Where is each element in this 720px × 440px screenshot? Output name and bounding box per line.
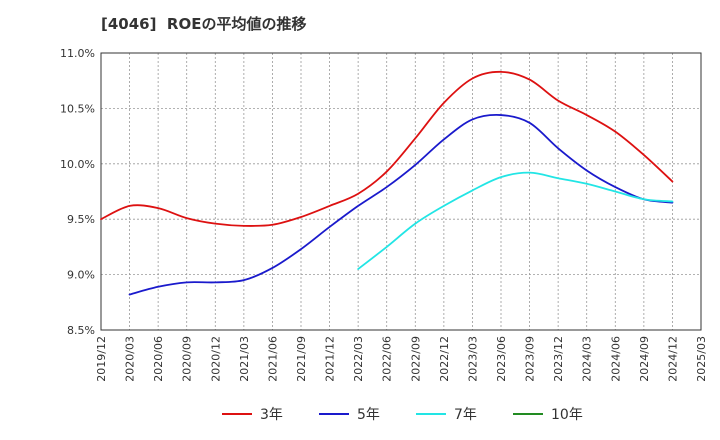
x-tick-label: 2022/03 bbox=[352, 336, 365, 382]
legend: 3年 5年 7年 10年 bbox=[222, 407, 583, 423]
y-axis-tick-labels: 8.5% 9.0% 9.5% 10.0% 10.5% 11.0% bbox=[60, 47, 95, 337]
x-tick-label: 2023/12 bbox=[552, 336, 565, 382]
x-tick-label: 2022/06 bbox=[381, 336, 394, 382]
x-tick-label: 2024/06 bbox=[609, 336, 622, 382]
x-tick-label: 2020/12 bbox=[209, 336, 222, 382]
legend-label-3: 10年 bbox=[551, 407, 583, 423]
y-tick-label: 10.5% bbox=[60, 102, 95, 115]
y-tick-label: 11.0% bbox=[60, 47, 95, 60]
legend-label-1: 5年 bbox=[357, 407, 380, 423]
series-line-0 bbox=[100, 70, 674, 227]
y-tick-label: 8.5% bbox=[67, 324, 95, 337]
x-tick-label: 2020/06 bbox=[152, 336, 165, 382]
x-tick-label: 2023/09 bbox=[524, 336, 537, 382]
x-tick-label: 2021/03 bbox=[238, 336, 251, 382]
x-tick-label: 2022/09 bbox=[409, 336, 422, 382]
series-line-2 bbox=[357, 171, 674, 270]
legend-label-2: 7年 bbox=[454, 407, 477, 423]
x-tick-label: 2025/03 bbox=[695, 336, 708, 382]
x-tick-label: 2024/09 bbox=[638, 336, 651, 382]
x-tick-label: 2020/09 bbox=[181, 336, 194, 382]
series-layer bbox=[100, 70, 674, 296]
legend-label-0: 3年 bbox=[260, 407, 283, 423]
x-tick-label: 2023/06 bbox=[495, 336, 508, 382]
x-tick-label: 2019/12 bbox=[95, 336, 108, 382]
x-tick-label: 2021/12 bbox=[324, 336, 337, 382]
x-tick-label: 2023/03 bbox=[466, 336, 479, 382]
plot-area-frame bbox=[100, 52, 702, 331]
y-tick-label: 9.5% bbox=[67, 213, 95, 226]
x-tick-label: 2024/12 bbox=[666, 336, 679, 382]
chart-title: [4046] ROEの平均値の推移 bbox=[101, 15, 307, 33]
y-tick-label: 9.0% bbox=[67, 269, 95, 282]
grid-layer bbox=[101, 53, 701, 330]
x-tick-label: 2022/12 bbox=[438, 336, 451, 382]
x-tick-label: 2020/03 bbox=[124, 336, 137, 382]
series-line-1 bbox=[128, 114, 674, 296]
x-tick-label: 2021/09 bbox=[295, 336, 308, 382]
y-tick-label: 10.0% bbox=[60, 158, 95, 171]
x-tick-label: 2021/06 bbox=[266, 336, 279, 382]
x-tick-label: 2024/03 bbox=[581, 336, 594, 382]
x-axis-tick-labels: 2019/12 2020/03 2020/06 2020/09 2020/12 2021/… bbox=[95, 336, 708, 382]
